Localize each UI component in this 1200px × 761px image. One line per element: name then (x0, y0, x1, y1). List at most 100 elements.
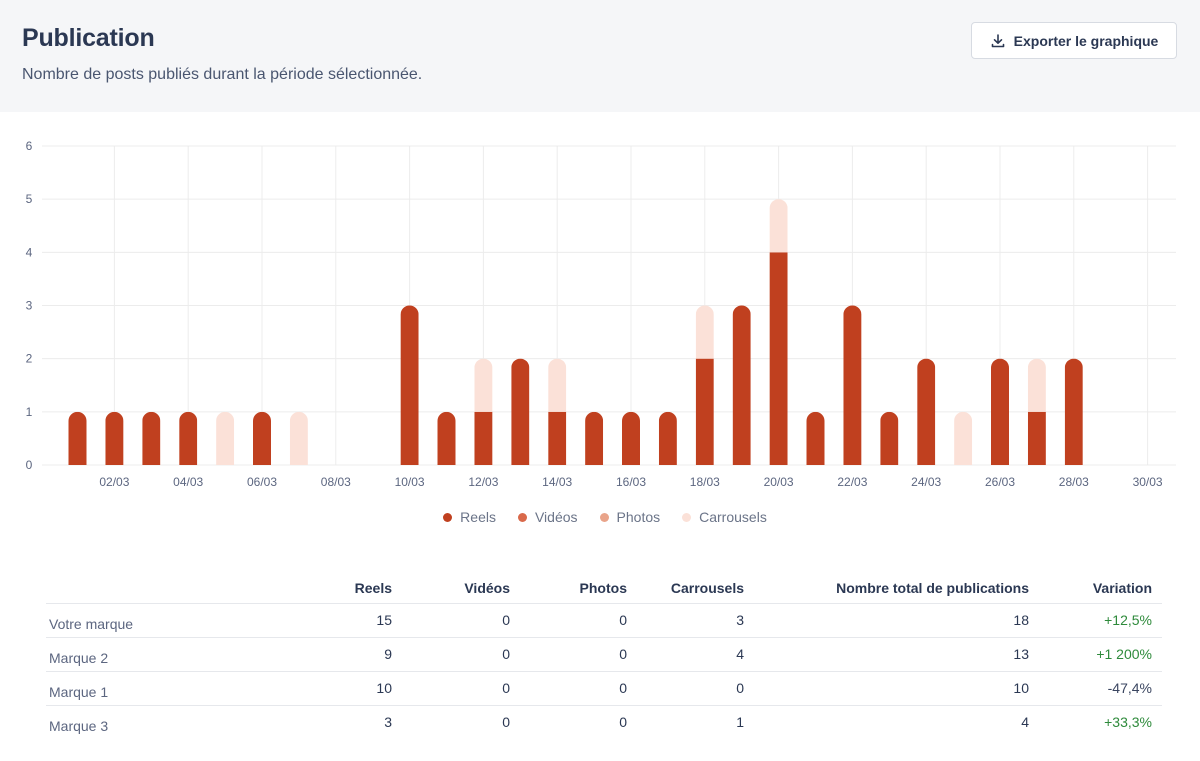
row-videos: 0 (402, 637, 520, 672)
bar-segment-reels (548, 411, 567, 465)
y-tick-label: 4 (26, 245, 33, 259)
bar-stack-24-03 (917, 358, 936, 465)
legend-dot-videos (517, 512, 527, 522)
x-tick-label: 22/03 (837, 475, 867, 489)
bar-stack-07-03 (289, 411, 308, 465)
bar-stack-20-03 (769, 199, 788, 465)
bar-segment-reels (474, 411, 493, 465)
legend-dot-carrousels (682, 512, 692, 522)
table-row: Marque 3 3 0 0 1 4 +33,3% (46, 705, 1162, 739)
bar-stack-16-03 (622, 411, 640, 465)
page-subtitle: Nombre de posts publiés durant la périod… (22, 66, 423, 83)
bar-segment-reels (179, 411, 198, 465)
row-brand-name: Marque 1 (46, 671, 282, 706)
table-header-total[interactable]: Nombre total de publications (754, 573, 1039, 604)
bar-segment-reels (695, 358, 714, 465)
chart-bars (68, 199, 1083, 465)
table-header-row: Reels Vidéos Photos Carrousels Nombre to… (46, 573, 1162, 604)
legend-item-carrousels[interactable]: Carrousels (682, 509, 767, 525)
export-chart-button[interactable]: Exporter le graphique (971, 22, 1177, 59)
row-carrousels: 3 (637, 603, 754, 638)
chart-ticks: 0 1 2 3 4 5 6 02/03 04/03 06/03 08/03 10/03 12/03 14/… (26, 139, 1163, 489)
y-tick-label: 6 (26, 139, 33, 153)
table-header-reels[interactable]: Reels (282, 573, 402, 604)
bar-segment-reels (658, 411, 677, 465)
row-brand-name: Marque 3 (49, 718, 109, 735)
row-videos: 0 (402, 603, 520, 638)
row-reels: 9 (282, 637, 402, 672)
bar-segment-reels (437, 411, 456, 465)
export-chart-label: Exporter le graphique (1013, 32, 1159, 49)
bar-segment-reels (769, 252, 788, 465)
table-header-brand (46, 573, 282, 604)
bar-stack-26-03 (991, 358, 1009, 465)
bar-segment-carrousels (548, 358, 567, 412)
bar-stack-06-03 (253, 411, 271, 465)
row-variation: +12,5% (1039, 603, 1162, 638)
bar-segment-carrousels (769, 199, 788, 253)
download-icon (990, 33, 1006, 49)
bar-stack-17-03 (658, 411, 677, 465)
bar-segment-reels (585, 411, 604, 465)
bar-stack-19-03 (732, 305, 751, 465)
bar-segment-carrousels (695, 305, 714, 359)
x-tick-label: 02/03 (99, 475, 129, 489)
row-photos: 0 (520, 637, 637, 672)
row-variation: -47,4% (1039, 671, 1162, 706)
bar-stack-02-03 (105, 411, 124, 465)
table-header-videos[interactable]: Vidéos (402, 573, 520, 604)
row-total: 4 (1021, 714, 1029, 731)
row-reels: 15 (282, 603, 402, 638)
bar-segment-reels (991, 358, 1009, 465)
x-tick-label: 30/03 (1133, 475, 1163, 489)
bar-stack-10-03 (400, 305, 419, 465)
bar-segment-carrousels (216, 411, 235, 465)
bar-stack-11-03 (437, 411, 456, 465)
legend-item-photos[interactable]: Photos (599, 509, 660, 525)
row-photos: 0 (520, 603, 637, 638)
table-header-variation[interactable]: Variation (1039, 573, 1162, 604)
table-row: Marque 2 9 0 0 4 13 +1 200% (46, 637, 1162, 672)
bar-stack-18-03 (695, 305, 714, 465)
x-tick-label: 14/03 (542, 475, 572, 489)
x-tick-label: 20/03 (764, 475, 794, 489)
legend-dot-reels (443, 512, 453, 522)
bar-segment-reels (105, 411, 124, 465)
table-header-photos[interactable]: Photos (520, 573, 637, 604)
y-tick-label: 1 (26, 405, 33, 419)
x-tick-label: 24/03 (911, 475, 941, 489)
legend-label-videos: Vidéos (534, 509, 578, 525)
bar-segment-reels (806, 411, 825, 465)
x-tick-label: 08/03 (321, 475, 351, 489)
bar-stack-03-03 (142, 411, 161, 465)
row-variation: +1 200% (1039, 637, 1162, 672)
publication-bar-chart: 0 1 2 3 4 5 6 02/03 04/03 06/03 08/03 10/03 12/03 14/… (26, 139, 1176, 489)
row-photos: 0 (619, 714, 627, 731)
bar-segment-reels (1027, 411, 1046, 465)
x-tick-label: 12/03 (468, 475, 498, 489)
bar-stack-28-03 (1064, 358, 1083, 465)
row-brand-name: Votre marque (46, 603, 282, 638)
table-row: Marque 1 10 0 0 0 10 -47,4% (46, 671, 1162, 706)
bar-segment-reels (917, 358, 936, 465)
legend-item-videos[interactable]: Vidéos (517, 509, 578, 525)
row-videos: 0 (402, 671, 520, 706)
bar-segment-carrousels (474, 358, 493, 412)
bar-segment-reels (253, 411, 271, 465)
legend-item-reels[interactable]: Reels (443, 509, 496, 525)
x-tick-label: 06/03 (247, 475, 277, 489)
bar-stack-21-03 (806, 411, 825, 465)
y-tick-label: 0 (26, 458, 33, 472)
legend-label-carrousels: Carrousels (699, 509, 767, 525)
row-total: 10 (754, 671, 1039, 706)
bar-stack-27-03 (1027, 358, 1046, 465)
bar-segment-reels (142, 411, 161, 465)
bar-segment-reels (622, 411, 640, 465)
table-row: Votre marque 15 0 0 3 18 +12,5% (46, 603, 1162, 638)
table-header-carrousels[interactable]: Carrousels (637, 573, 754, 604)
x-tick-label: 26/03 (985, 475, 1015, 489)
x-tick-label: 18/03 (690, 475, 720, 489)
bar-segment-reels (843, 305, 862, 465)
bar-segment-reels (1064, 358, 1083, 465)
x-tick-label: 10/03 (395, 475, 425, 489)
